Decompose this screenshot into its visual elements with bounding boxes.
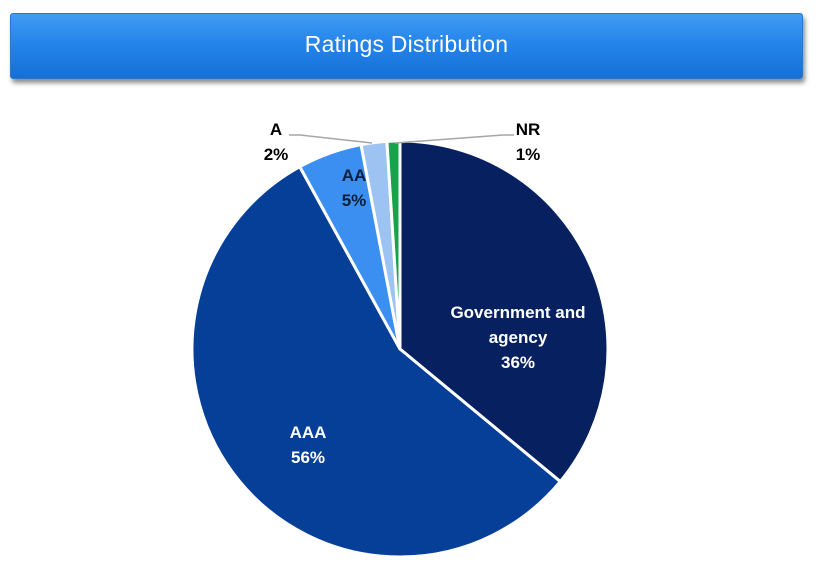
slice-label-a: A 2% (264, 120, 289, 164)
leader-line-a (289, 134, 373, 144)
pie-slice-nr (385, 139, 402, 351)
title-banner: Ratings Distribution (10, 13, 803, 79)
slice-label-nr: NR 1% (516, 120, 541, 164)
pie-slice-government-and-agency (398, 139, 610, 484)
leader-line-nr (394, 134, 514, 144)
slice-label-government-and-agency: Government and agency 36% (450, 303, 585, 372)
slice-labels: Government and agency 36% AAA 56% AA 5% A 2% NR 1% (264, 120, 586, 467)
slice-label-aaa: AAA 56% (290, 423, 327, 467)
slice-label-aa: AA 5% (342, 166, 367, 210)
chart-title: Ratings Distribution (304, 31, 509, 57)
leader-lines (289, 134, 514, 144)
pie-slice-aaa (190, 165, 562, 559)
pie-slices (190, 139, 610, 559)
